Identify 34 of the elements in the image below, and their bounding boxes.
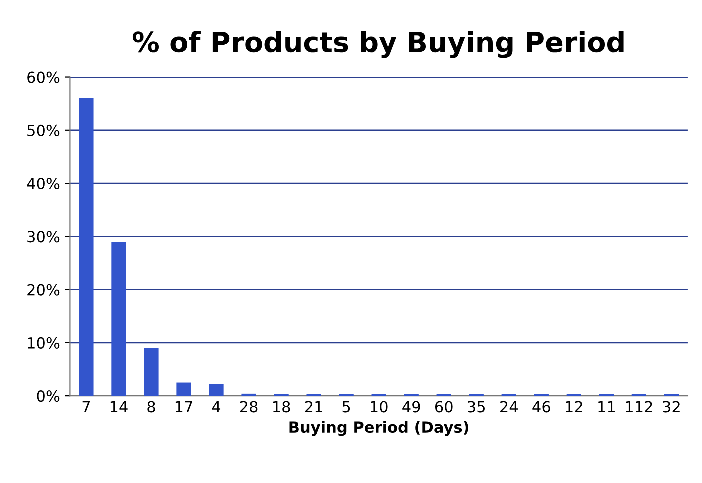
- x-tick-label: 10: [371, 401, 388, 413]
- x-tick-label: 5: [342, 401, 350, 413]
- y-tick-label: 50%: [28, 124, 60, 136]
- x-tick-label: 11: [598, 401, 615, 413]
- x-tick-label: 21: [305, 401, 322, 413]
- y-tick-label: 30%: [28, 231, 60, 243]
- x-tick-label: 28: [240, 401, 258, 413]
- x-tick-label: 60: [435, 401, 453, 413]
- x-tick-label: 112: [626, 401, 652, 413]
- y-tick-label: 60%: [28, 72, 60, 84]
- chart-title: % of Products by Buying Period: [132, 31, 624, 58]
- bar: [112, 242, 126, 396]
- x-tick-label: 7: [82, 401, 90, 413]
- y-tick-label: 20%: [28, 284, 60, 296]
- x-tick-label: 24: [500, 401, 518, 413]
- x-tick-label: 4: [212, 401, 221, 413]
- bar: [144, 348, 159, 396]
- x-tick-label: 46: [532, 401, 550, 413]
- bar: [176, 382, 192, 396]
- x-tick-label: 12: [566, 401, 582, 413]
- x-axis-title: Buying Period (Days): [290, 421, 468, 436]
- bar: [209, 384, 224, 396]
- x-tick-label: 32: [663, 401, 680, 413]
- bar: [242, 394, 256, 396]
- x-tick-label: 35: [468, 401, 486, 413]
- x-tick-label: 18: [273, 401, 290, 413]
- y-tick-label: 10%: [28, 337, 60, 349]
- y-tick-label: 40%: [27, 178, 60, 190]
- y-tick-label: 0%: [37, 390, 60, 402]
- x-tick-label: 49: [402, 401, 420, 413]
- bar: [79, 98, 94, 396]
- x-tick-label: 14: [110, 401, 128, 413]
- x-tick-label: 8: [148, 401, 156, 413]
- x-tick-label: 17: [176, 401, 192, 413]
